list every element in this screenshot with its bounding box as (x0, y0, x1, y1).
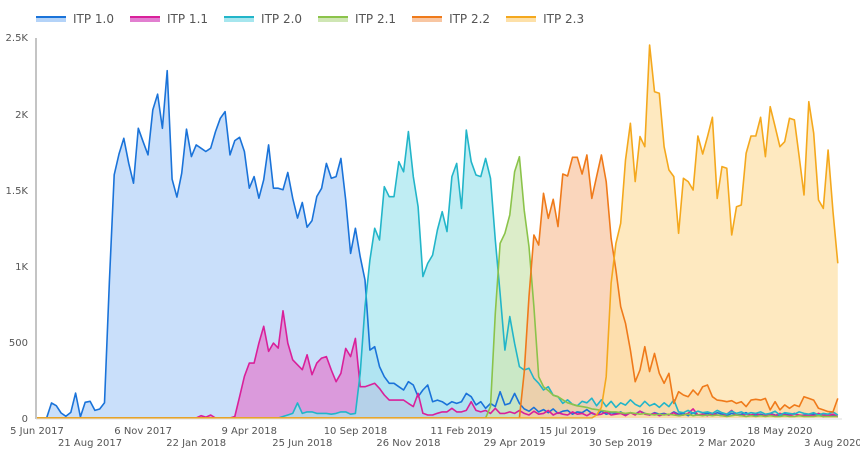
legend-swatch (318, 16, 349, 22)
legend-label: ITP 2.0 (261, 12, 303, 26)
y-tick-label: 500 (9, 338, 28, 349)
x-tick-label: 2 Mar 2020 (698, 438, 755, 449)
x-tick-label: 15 Jul 2019 (539, 426, 596, 437)
x-tick-label: 18 May 2020 (747, 426, 812, 437)
x-tick-label: 11 Feb 2019 (430, 426, 492, 437)
x-tick-label: 16 Dec 2019 (642, 426, 706, 437)
legend-label: ITP 1.0 (73, 12, 115, 26)
x-tick-label: 25 Jun 2018 (272, 438, 332, 449)
x-tick-label: 30 Sep 2019 (589, 438, 652, 449)
y-tick-label: 2.5K (6, 33, 29, 44)
x-tick-label: 21 Aug 2017 (58, 438, 122, 449)
legend-swatch (36, 16, 66, 22)
x-tick-label: 10 Sep 2018 (324, 426, 387, 437)
chart-legend: ITP 1.0 ITP 1.1 ITP 2.0 ITP 2.1 ITP 2.2 ITP 2… (36, 12, 600, 26)
legend-swatch (224, 16, 255, 22)
series-line (37, 44, 839, 419)
legend-label: ITP 1.1 (167, 12, 209, 26)
series-area (37, 70, 838, 418)
x-tick-label: 6 Nov 2017 (114, 426, 172, 437)
y-tick-label: 0 (22, 414, 28, 425)
x-tick-label: 3 Aug 2020 (804, 438, 860, 449)
y-tick-label: 1.5K (6, 186, 29, 197)
legend-swatch (506, 16, 537, 22)
y-tick-label: 1K (15, 262, 28, 273)
series-area (37, 130, 838, 418)
x-tick-label: 22 Jan 2018 (166, 438, 226, 449)
legend-label: ITP 2.2 (449, 12, 491, 26)
x-tick-label: 29 Apr 2019 (484, 438, 546, 449)
legend-swatch (412, 16, 443, 22)
legend-item[interactable]: ITP 2.3 (506, 12, 584, 26)
x-tick-label: 5 Jun 2017 (10, 426, 64, 437)
legend-item[interactable]: ITP 2.1 (318, 12, 396, 26)
legend-item[interactable]: ITP 2.2 (412, 12, 490, 26)
legend-item[interactable]: ITP 1.1 (130, 12, 208, 26)
x-tick-label: 9 Apr 2018 (222, 426, 277, 437)
series-area (37, 45, 838, 418)
x-tick-label: 26 Nov 2018 (376, 438, 440, 449)
legend-item[interactable]: ITP 1.0 (36, 12, 114, 26)
legend-label: ITP 2.1 (355, 12, 397, 26)
legend-item[interactable]: ITP 2.0 (224, 12, 302, 26)
legend-swatch (130, 16, 161, 22)
y-tick-label: 2K (15, 110, 28, 121)
legend-label: ITP 2.3 (543, 12, 585, 26)
